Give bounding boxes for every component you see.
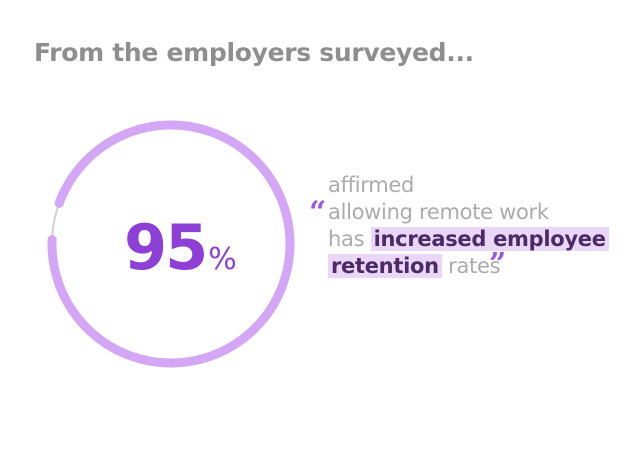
quote-highlight-retention: retention	[328, 254, 442, 278]
quote-highlight-increased-employee: increased employee	[370, 227, 609, 251]
quote-line-4: retention rates	[328, 253, 618, 280]
close-quote-icon: ”	[489, 247, 507, 282]
quote-plain-rates: rates	[448, 254, 501, 278]
stat-unit: %	[208, 242, 237, 277]
donut-value-arc	[47, 120, 295, 368]
quote-line-2: allowing remote work	[328, 200, 549, 224]
page-title: From the employers surveyed...	[34, 38, 474, 67]
quote-text: affirmed allowing remote work has increa…	[328, 172, 618, 280]
quote-plain-has: has	[328, 227, 365, 251]
stat-value: 95%	[124, 208, 237, 288]
open-quote-icon: “	[309, 195, 327, 230]
stat-number: 95	[124, 211, 208, 284]
quote-line-1: affirmed	[328, 173, 415, 197]
quote-line-3: has increased employee	[328, 226, 618, 253]
